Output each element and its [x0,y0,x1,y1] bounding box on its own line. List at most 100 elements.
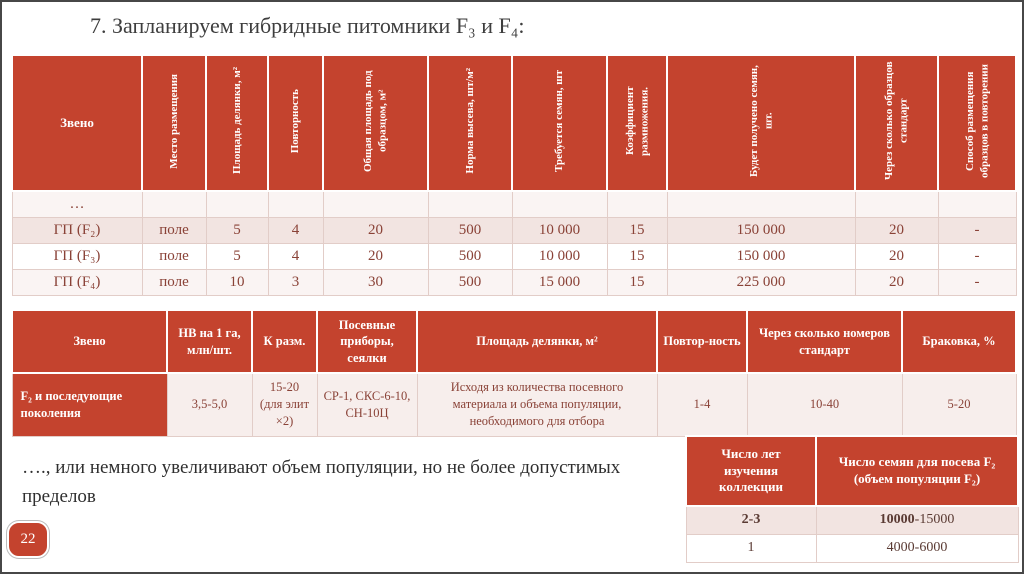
table-cell: СР-1, СКС-6-10, СН-10Ц [316,372,418,437]
table-cell: 15 [606,242,668,270]
t2-header-cell: Через сколько номеров стандарт [746,309,903,374]
t1-header-label: Место размещения [167,73,180,169]
t2-header-cell: Браковка, % [901,309,1017,374]
table-cell: 4 [267,242,324,270]
table-cell: - [937,268,1017,296]
table-cell: 150 000 [666,216,856,244]
table-row: 1 4000-6000 [685,533,1019,563]
t1-header-label: Общая площадь под образцом, м² [362,70,389,172]
table-row: ГП (F₄) поле 10 3 30 500 15 000 15 225 0… [11,268,1017,296]
table-cell: 3,5-5,0 [166,372,253,437]
t1-header-cell: Коэффициент размножения. [606,54,668,192]
t1-header-label: Способ размещения образцов в повторении [963,64,990,178]
t1-header-label: Норма высева, шт/м² [463,68,476,174]
collection-years-table: Число лет изучения коллекции Число семян… [685,435,1019,563]
table-cell [511,190,608,218]
table-cell: ГП (F₄) [11,268,143,296]
table-cell: ГП (F₂) [11,216,143,244]
table-cell: 20 [854,242,939,270]
table-cell: 10 [205,268,269,296]
t1-header-cell: Место размещения [141,54,207,192]
table-cell: … [11,190,143,218]
table-cell: 2-3 [685,505,817,535]
table-cell: 20 [854,216,939,244]
table-cell [141,190,207,218]
table-cell: 5 [205,216,269,244]
t1-header-cell: Через сколько образцов стандарт [854,54,939,192]
t1-header-cell: Норма высева, шт/м² [427,54,513,192]
t3-header-row: Число лет изучения коллекции Число семян… [685,435,1019,507]
t2-header-cell: Посевные приборы, сеялки [316,309,418,374]
note-text: …., или немного увеличивают объем популя… [22,457,621,507]
table-row: ГП (F₂) поле 5 4 20 500 10 000 15 150 00… [11,216,1017,244]
table-cell: 10-40 [746,372,903,437]
table-cell [267,190,324,218]
t1-header-label: Звено [60,115,94,130]
page-title: 7. Запланируем гибридные питомники F₃ и … [90,13,525,38]
t1-header-label: Через сколько образцов стандарт [883,61,910,181]
t1-header-cell: Будет получено семян, шт. [666,54,856,192]
table-cell: 5-20 [901,372,1017,437]
t1-header-label: Будет получено семян, шт. [747,65,774,177]
t2-header-cell: Звено [11,309,168,374]
table-cell: - [937,242,1017,270]
table-row: F₂ и последующие поколения 3,5-5,0 15-20… [11,372,1017,437]
table-cell: 4 [267,216,324,244]
table-cell: поле [141,216,207,244]
table-cell: 5 [205,242,269,270]
t1-header-label: Требуется семян, шт [553,69,566,173]
t1-header-cell: Требуется семян, шт [511,54,608,192]
table-cell: 1 [685,533,817,563]
t2-header-cell: Повтор-ность [656,309,748,374]
row-header-cell: F₂ и последующие поколения [11,372,168,437]
table-cell: 225 000 [666,268,856,296]
t1-header-label: Повторность [289,88,302,154]
table-row: ГП (F₃) поле 5 4 20 500 10 000 15 150 00… [11,242,1017,270]
generation-params-table: Звено НВ на 1 га, млн/шт. К разм. Посевн… [11,309,1017,437]
t1-header-cell: Повторность [267,54,324,192]
table-row: … [11,190,1017,218]
table-cell: 500 [427,216,513,244]
table-cell: 10 000 [511,242,608,270]
t1-header-label: Коэффициент размножения. [623,86,650,156]
page-number: 22 [20,531,36,547]
table-cell: 15 000 [511,268,608,296]
table-cell: 4000-6000 [815,533,1019,563]
table-cell: - [937,216,1017,244]
nursery-plan-table: Звено Место размещения Площадь делянки, … [11,54,1017,296]
table-cell: 15 [606,216,668,244]
table-cell: 20 [322,216,429,244]
table-cell: поле [141,268,207,296]
t1-header-cell: Способ размещения образцов в повторении [937,54,1017,192]
t3-header-cell: Число семян для посева F₂ (объем популяц… [815,435,1019,507]
seeds-rest-part: -15000 [914,512,955,528]
t2-header-cell: Площадь делянки, м² [416,309,658,374]
table-cell [854,190,939,218]
table-cell: ГП (F₃) [11,242,143,270]
t1-header-cell-zveno: Звено [11,54,143,192]
table-cell: 15-20 (для элит ×2) [251,372,318,437]
t2-header-row: Звено НВ на 1 га, млн/шт. К разм. Посевн… [11,309,1017,374]
table-cell: 500 [427,242,513,270]
t1-header-row: Звено Место размещения Площадь делянки, … [11,54,1017,192]
t1-header-label: Площадь делянки, м² [230,67,243,175]
table-cell: 10000-15000 [815,505,1019,535]
table-cell: 30 [322,268,429,296]
table-cell [666,190,856,218]
table-cell: поле [141,242,207,270]
table-cell [205,190,269,218]
t3-header-cell: Число лет изучения коллекции [685,435,817,507]
t1-header-cell: Площадь делянки, м² [205,54,269,192]
t2-header-cell: НВ на 1 га, млн/шт. [166,309,253,374]
table-cell [606,190,668,218]
table-cell [937,190,1017,218]
table-row: 2-3 10000-15000 [685,505,1019,535]
table-cell: 150 000 [666,242,856,270]
table-cell: 15 [606,268,668,296]
table-cell: 1-4 [656,372,748,437]
t2-header-cell: К разм. [251,309,318,374]
table-cell: 3 [267,268,324,296]
seeds-rest-part: 4000-6000 [886,540,948,555]
seeds-bold-part: 10000 [879,512,915,528]
